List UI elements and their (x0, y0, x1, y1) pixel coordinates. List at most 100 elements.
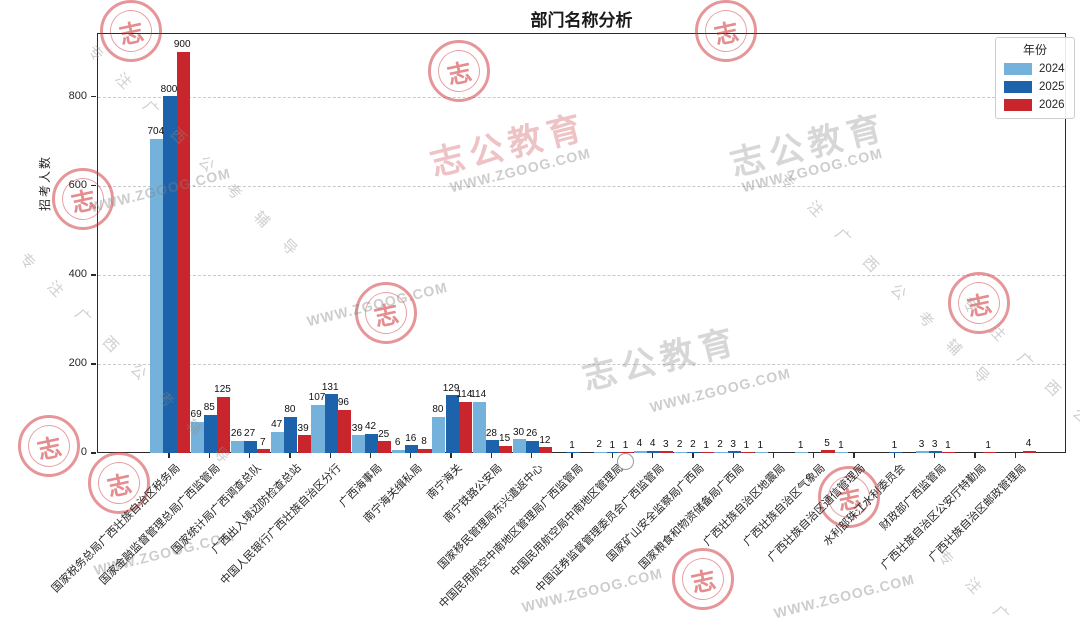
bar-value-label: 12 (539, 434, 551, 446)
bar-2026 (257, 449, 271, 453)
bar-2026 (458, 401, 472, 453)
bar-2025 (485, 440, 499, 453)
bar-value-label: 2 (690, 439, 696, 451)
y-tick-label: 200 (68, 356, 87, 369)
watermark-stamp-char: 志 (678, 554, 728, 604)
bar-value-label: 131 (321, 381, 339, 393)
x-axis-tick (410, 453, 412, 458)
legend-entry-2025: 2025 (996, 78, 1074, 96)
bar-value-label: 28 (485, 427, 497, 439)
x-axis-tick (893, 453, 896, 458)
x-axis-tick (369, 453, 372, 458)
bar-value-label: 114 (456, 389, 473, 401)
bar-value-label: 4 (1025, 438, 1032, 450)
bar-value-label: 1 (757, 439, 764, 451)
bar-2024 (593, 451, 607, 453)
bar-value-label: 25 (378, 428, 390, 440)
bar-value-label: 2 (596, 439, 602, 451)
bar-value-label: 1 (797, 439, 804, 451)
bar-value-label: 704 (147, 126, 165, 138)
x-axis-tick (1014, 453, 1016, 458)
chart-title: 部门名称分析 (530, 11, 633, 30)
bar-value-label: 1 (838, 439, 844, 451)
x-axis-tick (450, 453, 452, 458)
legend-swatch-2026 (1004, 99, 1032, 111)
gridline (98, 275, 1065, 277)
y-tick-label: 400 (68, 267, 87, 280)
bar-2024 (311, 404, 325, 453)
x-axis-tick (531, 453, 533, 458)
x-axis-tick (168, 453, 170, 458)
y-tick-label: 600 (68, 178, 87, 191)
bar-value-label: 1 (569, 439, 575, 451)
bar-value-label: 4 (649, 438, 656, 450)
legend-entry-2024: 2024 (996, 60, 1074, 78)
x-axis-tick (772, 453, 775, 458)
bar-value-label: 1 (743, 439, 750, 451)
bar-2026 (378, 441, 392, 453)
bar-2024 (230, 441, 244, 453)
bar-value-label: 3 (918, 438, 925, 450)
x-axis-tick (692, 453, 694, 458)
watermark-slogan-text: 专 注 广 西 公 考 辅 导 (933, 545, 1080, 628)
bar-value-label: 1 (985, 439, 991, 451)
bar-2026 (297, 435, 311, 453)
y-axis-tick (91, 363, 96, 365)
bar-2024 (512, 439, 527, 453)
bar-value-label: 26 (230, 428, 242, 440)
legend-label: 2024 (1039, 63, 1065, 75)
x-axis-tick (571, 453, 573, 458)
bar-value-label: 26 (526, 428, 538, 440)
bar-2026 (660, 451, 674, 453)
bar-2025 (324, 394, 338, 453)
x-axis-tick (208, 453, 210, 458)
x-axis-tick (813, 453, 815, 458)
bar-value-label: 5 (824, 437, 830, 449)
bar-2024 (432, 416, 446, 453)
bar-value-label: 3 (931, 438, 938, 450)
bar-2026 (216, 396, 231, 453)
bar-2026 (1022, 450, 1037, 453)
bar-2025 (163, 96, 177, 453)
x-axis-tick (934, 453, 936, 458)
bar-value-label: 1 (703, 439, 709, 451)
bar-value-label: 1 (945, 439, 951, 451)
bar-value-label: 42 (364, 421, 377, 433)
bar-value-label: 2 (676, 439, 683, 451)
x-axis-tick (248, 453, 251, 458)
bar-2024 (714, 451, 728, 453)
x-axis-tick (329, 453, 331, 458)
y-axis-tick (91, 274, 96, 276)
gridline (98, 186, 1065, 188)
bar-value-label: 16 (405, 432, 417, 444)
legend-label: 2025 (1039, 81, 1065, 93)
bar-value-label: 7 (260, 436, 266, 448)
legend: 年份 2024 2025 2026 (995, 37, 1075, 119)
bar-value-label: 107 (308, 392, 326, 404)
bar-value-label: 125 (214, 384, 231, 396)
bar-value-label: 2 (717, 439, 723, 451)
bar-value-label: 30 (512, 426, 525, 438)
bar-2025 (526, 441, 540, 453)
x-axis-tick (611, 453, 613, 458)
bar-2026 (176, 51, 190, 453)
gridline (98, 96, 1065, 98)
bar-value-label: 39 (297, 422, 309, 434)
bar-2026 (499, 445, 513, 453)
y-axis-tick (91, 185, 96, 187)
y-axis-tick (91, 452, 96, 454)
x-axis-tick (732, 453, 734, 458)
bar-2025 (405, 445, 419, 453)
bar-value-label: 800 (160, 83, 178, 95)
x-axis-tick (974, 453, 976, 458)
bar-value-label: 47 (271, 419, 283, 431)
x-axis-tick (651, 453, 654, 458)
bar-2026 (821, 450, 835, 453)
legend-entry-2026: 2026 (996, 96, 1074, 114)
legend-swatch-2024 (1004, 63, 1032, 75)
y-axis-tick (91, 95, 96, 98)
gridline (98, 364, 1065, 366)
plot-area (97, 33, 1066, 453)
bar-value-label: 3 (663, 438, 669, 450)
